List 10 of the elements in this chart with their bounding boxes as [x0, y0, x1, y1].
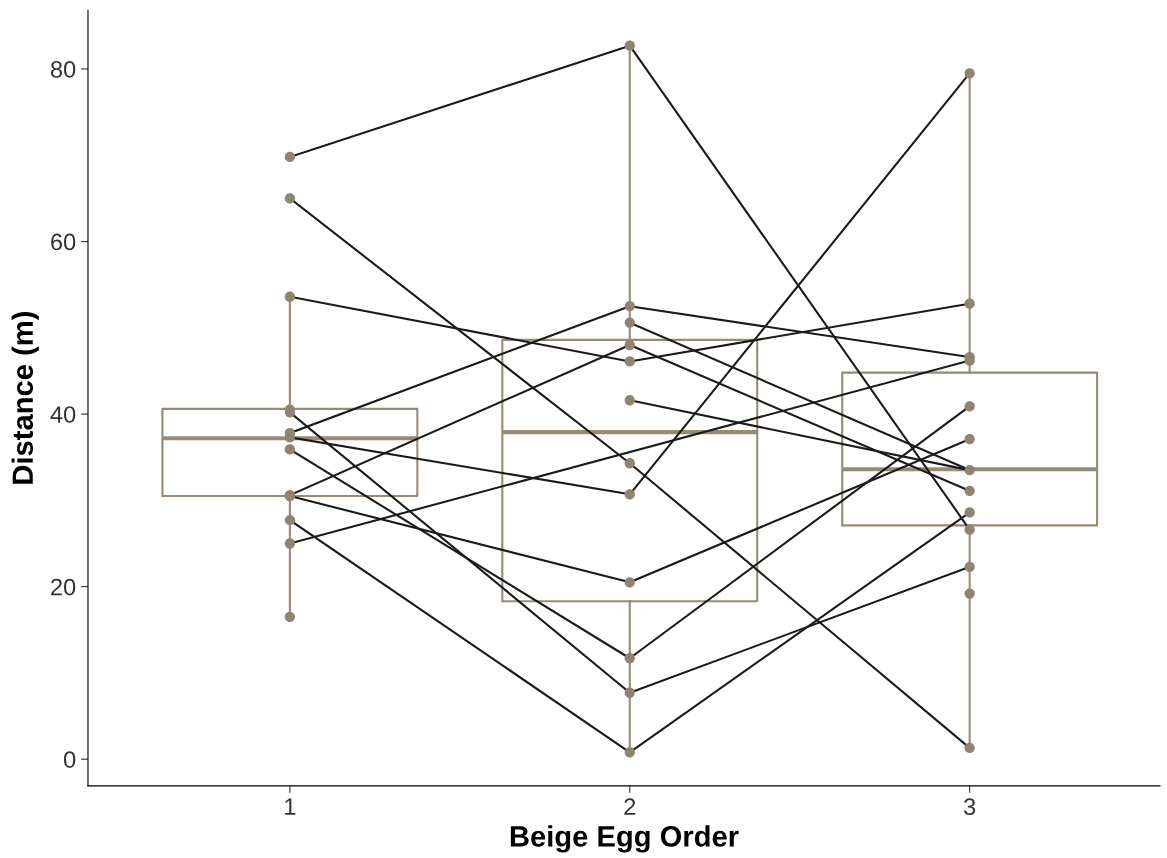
x-axis-title: Beige Egg Order — [510, 825, 739, 853]
y-tick-label: 20 — [51, 578, 76, 596]
y-tick-label: 0 — [63, 751, 76, 768]
y-axis-title: Distance (m) — [11, 312, 39, 484]
x-tick-label: 2 — [624, 798, 636, 815]
x-tick-label: 3 — [964, 798, 976, 816]
y-tick-label: 40 — [50, 406, 76, 423]
y-tick-label: 80 — [50, 61, 76, 78]
y-tick-label: 60 — [51, 233, 76, 251]
x-tick-label: 1 — [285, 798, 296, 815]
